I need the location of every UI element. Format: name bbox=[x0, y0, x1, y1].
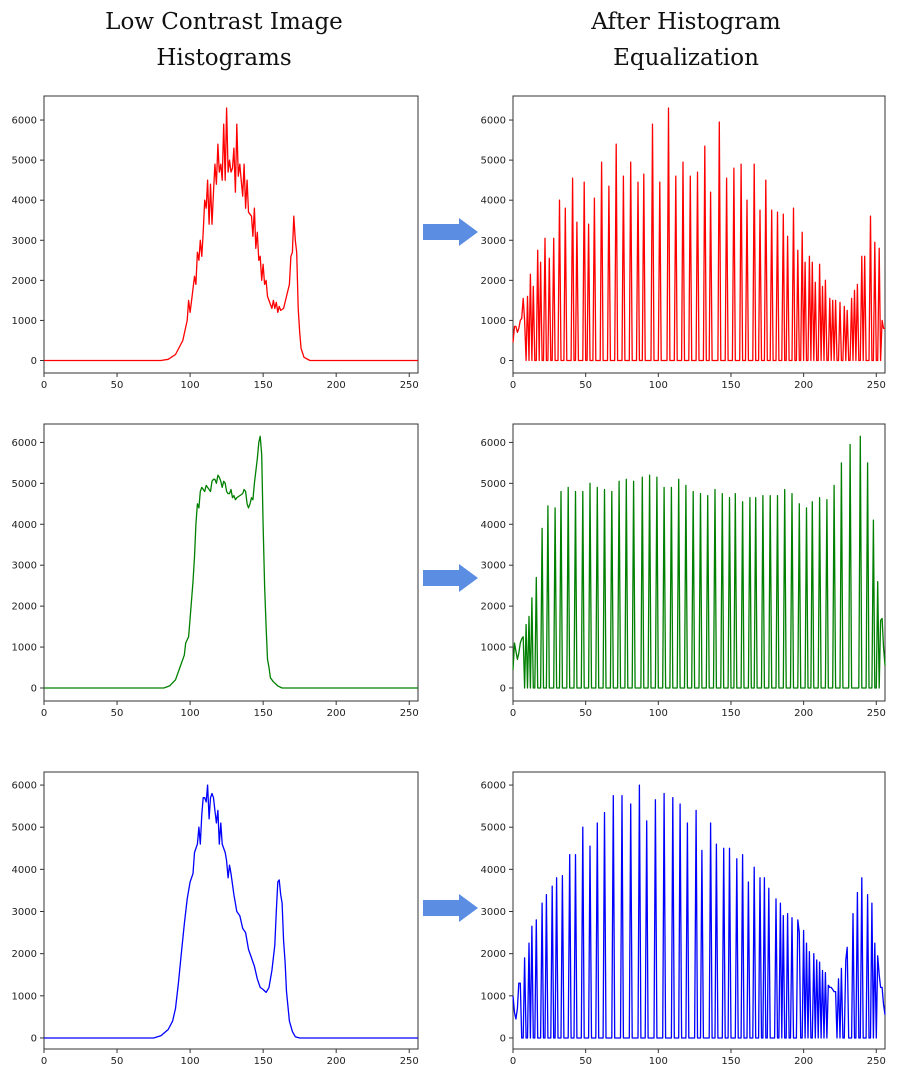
x-tick-label: 0 bbox=[41, 380, 47, 391]
y-tick-label: 6000 bbox=[481, 116, 506, 127]
y-tick-label: 5000 bbox=[12, 479, 37, 490]
x-tick-label: 100 bbox=[649, 380, 668, 391]
y-tick-label: 3000 bbox=[12, 561, 37, 572]
y-tick-label: 1000 bbox=[481, 316, 506, 327]
x-tick-label: 100 bbox=[181, 708, 200, 719]
right-arrow-icon bbox=[423, 218, 478, 246]
x-tick-label: 50 bbox=[111, 380, 124, 391]
y-tick-label: 1000 bbox=[481, 643, 506, 654]
x-tick-label: 200 bbox=[327, 1056, 346, 1067]
axes-frame-row2-left bbox=[43, 423, 419, 702]
histogram-line-row2-left bbox=[44, 435, 418, 689]
y-tick-label: 5000 bbox=[481, 479, 506, 490]
y-tick-label: 6000 bbox=[481, 781, 506, 792]
x-tick-label: 250 bbox=[400, 380, 419, 391]
x-tick-label: 50 bbox=[111, 708, 124, 719]
x-tick-label: 100 bbox=[649, 1056, 668, 1067]
y-tick-label: 1000 bbox=[12, 991, 37, 1002]
x-tick-label: 50 bbox=[111, 1056, 124, 1067]
x-tick-label: 100 bbox=[181, 1056, 200, 1067]
left-title-line-2: Histograms bbox=[156, 45, 292, 71]
axes-frame-row1-left bbox=[43, 95, 419, 374]
y-tick-label: 0 bbox=[500, 1033, 506, 1044]
y-tick-label: 1000 bbox=[481, 991, 506, 1002]
x-tick-label: 250 bbox=[867, 708, 886, 719]
left-title-line-1: Low Contrast Image bbox=[105, 9, 343, 35]
x-tick-label: 0 bbox=[510, 1056, 516, 1067]
y-tick-label: 5000 bbox=[481, 156, 506, 167]
y-tick-label: 1000 bbox=[12, 316, 37, 327]
axes-frame-row3-left bbox=[43, 771, 419, 1050]
y-tick-label: 0 bbox=[31, 683, 37, 694]
x-tick-label: 250 bbox=[400, 708, 419, 719]
right-title-line-2: Equalization bbox=[613, 45, 759, 71]
x-tick-label: 250 bbox=[867, 380, 886, 391]
x-tick-label: 50 bbox=[579, 1056, 592, 1067]
y-tick-label: 0 bbox=[500, 356, 506, 367]
y-tick-label: 4000 bbox=[481, 865, 506, 876]
y-tick-label: 3000 bbox=[481, 561, 506, 572]
x-tick-label: 200 bbox=[794, 380, 813, 391]
y-tick-label: 3000 bbox=[481, 907, 506, 918]
x-tick-label: 0 bbox=[41, 1056, 47, 1067]
y-tick-label: 2000 bbox=[481, 602, 506, 613]
y-tick-label: 6000 bbox=[12, 116, 37, 127]
x-tick-label: 150 bbox=[721, 708, 740, 719]
x-tick-label: 0 bbox=[510, 708, 516, 719]
x-tick-label: 150 bbox=[254, 1056, 273, 1067]
right-column-title: After Histogram Equalization bbox=[486, 4, 886, 76]
y-tick-label: 6000 bbox=[12, 438, 37, 449]
right-arrow-icon bbox=[423, 564, 478, 592]
y-tick-label: 4000 bbox=[12, 865, 37, 876]
x-tick-label: 150 bbox=[721, 380, 740, 391]
x-tick-label: 50 bbox=[579, 708, 592, 719]
x-tick-label: 0 bbox=[41, 708, 47, 719]
x-tick-label: 250 bbox=[867, 1056, 886, 1067]
x-tick-label: 200 bbox=[327, 380, 346, 391]
y-tick-label: 0 bbox=[31, 1033, 37, 1044]
y-tick-label: 2000 bbox=[12, 276, 37, 287]
y-tick-label: 3000 bbox=[481, 236, 506, 247]
y-tick-label: 3000 bbox=[12, 907, 37, 918]
y-tick-label: 2000 bbox=[12, 602, 37, 613]
x-tick-label: 100 bbox=[181, 380, 200, 391]
y-tick-label: 2000 bbox=[481, 276, 506, 287]
x-tick-label: 200 bbox=[794, 708, 813, 719]
x-tick-label: 150 bbox=[254, 380, 273, 391]
x-tick-label: 50 bbox=[579, 380, 592, 391]
y-tick-label: 2000 bbox=[481, 949, 506, 960]
y-tick-label: 5000 bbox=[481, 823, 506, 834]
y-tick-label: 5000 bbox=[12, 156, 37, 167]
x-tick-label: 200 bbox=[327, 708, 346, 719]
y-tick-label: 4000 bbox=[12, 196, 37, 207]
y-tick-label: 4000 bbox=[481, 196, 506, 207]
x-tick-label: 200 bbox=[794, 1056, 813, 1067]
right-arrow-icon bbox=[423, 894, 478, 922]
histogram-line-row1-left bbox=[44, 107, 418, 362]
x-tick-label: 150 bbox=[721, 1056, 740, 1067]
y-tick-label: 1000 bbox=[12, 643, 37, 654]
histogram-line-row3-left bbox=[44, 784, 418, 1039]
left-column-title: Low Contrast Image Histograms bbox=[24, 4, 424, 76]
histogram-line-row3-right bbox=[512, 784, 886, 1039]
y-tick-label: 4000 bbox=[12, 520, 37, 531]
y-tick-label: 2000 bbox=[12, 949, 37, 960]
histogram-line-row1-right bbox=[512, 107, 885, 362]
x-tick-label: 100 bbox=[649, 708, 668, 719]
right-title-line-1: After Histogram bbox=[591, 9, 781, 35]
y-tick-label: 6000 bbox=[12, 781, 37, 792]
y-tick-label: 0 bbox=[500, 683, 506, 694]
x-tick-label: 0 bbox=[510, 380, 516, 391]
y-tick-label: 5000 bbox=[12, 823, 37, 834]
x-tick-label: 150 bbox=[254, 708, 273, 719]
y-tick-label: 3000 bbox=[12, 236, 37, 247]
x-tick-label: 250 bbox=[400, 1056, 419, 1067]
y-tick-label: 4000 bbox=[481, 520, 506, 531]
histogram-line-row2-right bbox=[512, 435, 886, 689]
y-tick-label: 0 bbox=[31, 356, 37, 367]
y-tick-label: 6000 bbox=[481, 438, 506, 449]
